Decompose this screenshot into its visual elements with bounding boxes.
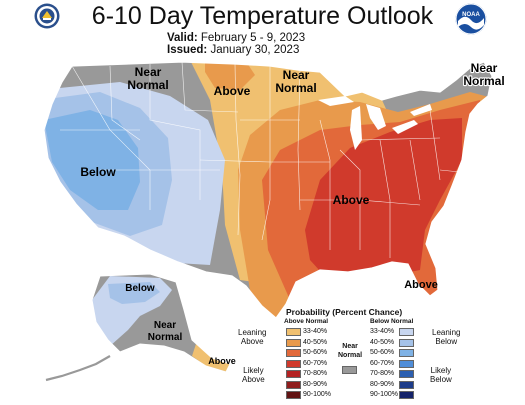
legend-below-range-label: 50-60% xyxy=(370,349,395,356)
legend-above-header: Above Normal xyxy=(284,318,329,325)
map-label-near-normal-north-1: Near xyxy=(135,65,162,79)
map-label-near-normal-north-2: Normal xyxy=(127,78,168,92)
legend-above-swatch xyxy=(286,359,301,368)
alaska-below-40-50 xyxy=(108,282,160,304)
map-label-near-normal-lakes-2: Normal xyxy=(275,81,316,95)
legend-near-normal: Near Normal xyxy=(338,342,362,360)
state-borders xyxy=(60,62,461,258)
legend-above-range-label: 60-70% xyxy=(303,359,328,367)
issued-line: Issued: January 30, 2023 xyxy=(167,44,299,56)
legend-near-normal-1: Near xyxy=(342,343,358,350)
legend-likely-above-2: Above xyxy=(242,375,265,384)
legend-above-swatch xyxy=(286,380,301,389)
legend-below-swatch xyxy=(399,359,414,368)
map-label-near-normal-alaska-2: Normal xyxy=(148,332,183,343)
legend-above-range-label: 70-80% xyxy=(303,370,328,377)
legend-below-swatch xyxy=(399,370,414,378)
legend-leaning-below-1: Leaning xyxy=(432,328,461,337)
legend-leaning-above-2: Above xyxy=(240,337,264,346)
legend-below-range-label: 33-40% xyxy=(370,328,395,335)
valid-line: Valid: February 5 - 9, 2023 xyxy=(167,32,305,44)
legend-leaning-below-2: Below xyxy=(435,337,458,346)
valid-label: Valid: xyxy=(167,32,198,44)
map-label-near-normal-ne-1: Near xyxy=(471,61,498,75)
above-60-70-region xyxy=(305,118,462,282)
legend-near-normal-2: Normal xyxy=(338,352,363,359)
legend-below-range-label: 70-80% xyxy=(370,370,395,377)
map-label-near-normal-alaska-1: Near xyxy=(154,320,176,331)
legend-below-swatch xyxy=(399,328,414,336)
issued-value: January 30, 2023 xyxy=(210,44,300,56)
legend-near-normal-swatch xyxy=(342,366,357,374)
legend-title: Probability (Percent Chance) xyxy=(286,307,403,317)
legend-above-range-label: 80-90% xyxy=(303,380,328,388)
page-title: 6-10 Day Temperature Outlook xyxy=(91,2,434,30)
alaska-outline xyxy=(91,273,231,373)
noaa-logo-text: NOAA xyxy=(462,12,480,18)
map-label-near-normal-ne-2: Normal xyxy=(463,74,504,88)
map-label-below-west: Below xyxy=(80,165,116,179)
legend-above-swatch xyxy=(286,338,301,347)
below-50-60-region xyxy=(44,110,140,210)
legend-leaning-above-1: Leaning xyxy=(238,328,267,337)
legend-below-swatch xyxy=(399,338,414,347)
map-label-above-florida: Above xyxy=(404,279,438,291)
legend-above-swatch xyxy=(286,349,301,357)
legend-above-range-label: 50-60% xyxy=(303,349,328,356)
legend-above-swatch xyxy=(286,328,301,336)
legend-above-swatch xyxy=(286,370,301,378)
great-lakes xyxy=(318,96,432,150)
legend-likely-below-2: Below xyxy=(430,375,452,384)
legend-above-range-label: 40-50% xyxy=(303,338,328,346)
legend-likely-above: Likely Above xyxy=(242,366,265,384)
map-label-below-alaska: Below xyxy=(125,283,155,294)
legend-above-swatch xyxy=(286,391,301,399)
issued-label: Issued: xyxy=(167,44,208,56)
aleutian-islands xyxy=(45,355,111,382)
legend-above-range-label: 33-40% xyxy=(303,328,328,335)
legend-below-range-label: 60-70% xyxy=(370,359,395,367)
legend-leaning-below: Leaning Below xyxy=(432,328,460,346)
legend-below-header: Below Normal xyxy=(370,318,414,325)
map-label-above-aleutians: Above xyxy=(208,356,236,366)
noaa-logo-icon: NOAA xyxy=(455,3,487,35)
commerce-seal-icon xyxy=(34,3,60,29)
legend-below-range-label: 40-50% xyxy=(370,338,395,346)
legend-below-swatch xyxy=(399,349,414,357)
map-label-above-southeast: Above xyxy=(333,193,370,207)
legend-below-range-label: 90-100% xyxy=(370,391,399,398)
above-40-50-north-region xyxy=(205,62,255,90)
valid-value: February 5 - 9, 2023 xyxy=(200,32,306,44)
map-label-near-normal-lakes-1: Near xyxy=(283,68,310,82)
legend-likely-above-1: Likely xyxy=(243,366,264,375)
legend-leaning-above: Leaning Above xyxy=(238,328,266,346)
legend-below-range-label: 80-90% xyxy=(370,380,395,388)
map-label-above-north: Above xyxy=(214,84,251,98)
legend-likely-below: Likely Below xyxy=(430,366,452,384)
legend-likely-below-1: Likely xyxy=(430,366,452,375)
legend-below-swatch xyxy=(399,380,414,389)
legend-below-swatch xyxy=(399,391,414,399)
legend-above-range-label: 90-100% xyxy=(303,391,332,398)
